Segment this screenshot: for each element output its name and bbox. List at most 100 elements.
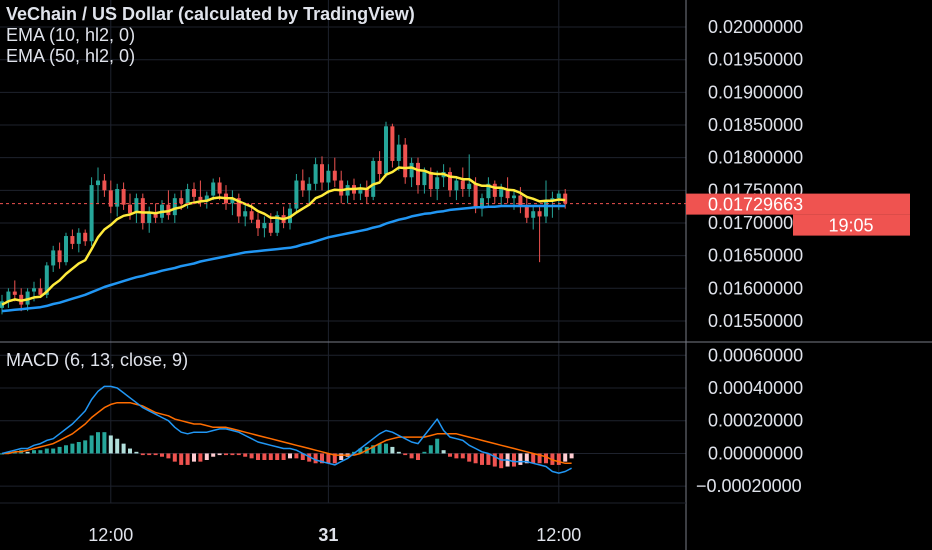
candle-body bbox=[358, 189, 363, 194]
macd-histogram-bar bbox=[185, 453, 190, 465]
macd-histogram-bar bbox=[83, 440, 88, 454]
candle-body bbox=[268, 222, 273, 233]
macd-histogram-bar bbox=[140, 453, 145, 456]
candle-body bbox=[262, 222, 267, 229]
time-tick-label: 12:00 bbox=[536, 525, 581, 545]
macd-histogram-bar bbox=[211, 453, 216, 457]
macd-histogram-bar bbox=[204, 453, 209, 460]
candle-body bbox=[192, 189, 196, 197]
macd-histogram-bar bbox=[38, 450, 43, 454]
candle-body bbox=[409, 162, 414, 178]
macd-tick-label: 0.00020000 bbox=[708, 411, 803, 431]
candle-body bbox=[96, 180, 100, 186]
macd-histogram-bar bbox=[396, 451, 401, 454]
macd-histogram-bar bbox=[121, 443, 126, 454]
chart-title: VeChain / US Dollar (calculated by Tradi… bbox=[6, 4, 415, 24]
macd-histogram-bar bbox=[326, 453, 331, 464]
candle-body bbox=[403, 144, 408, 178]
macd-histogram-bar bbox=[249, 453, 254, 459]
candle-body bbox=[428, 172, 433, 190]
macd-histogram-bar bbox=[288, 453, 292, 459]
candle-body bbox=[25, 291, 30, 305]
macd-histogram-bar bbox=[128, 448, 132, 454]
candle-body bbox=[467, 183, 472, 190]
candle-body bbox=[550, 198, 555, 201]
macd-histogram-bar bbox=[262, 453, 267, 460]
macd-histogram-bar bbox=[102, 432, 107, 454]
candle-body bbox=[332, 170, 337, 181]
macd-tick-label: 0.00060000 bbox=[708, 345, 803, 365]
candle-body bbox=[345, 185, 350, 196]
macd-histogram-bar bbox=[569, 453, 574, 459]
macd-histogram-bar bbox=[467, 453, 472, 462]
macd-histogram-bar bbox=[358, 448, 363, 454]
candle-body bbox=[390, 126, 395, 161]
candle-body bbox=[243, 211, 248, 217]
macd-tick-label: −0.00020000 bbox=[696, 476, 802, 496]
macd-histogram-bar bbox=[134, 451, 139, 454]
macd-histogram-bar bbox=[339, 453, 344, 460]
macd-histogram-bar bbox=[51, 448, 56, 454]
candle-body bbox=[230, 198, 235, 204]
candle-body bbox=[364, 189, 369, 197]
macd-histogram-bar bbox=[332, 453, 337, 464]
macd-histogram-bar bbox=[416, 453, 420, 460]
candle-body bbox=[396, 144, 401, 161]
current-price-badge bbox=[686, 193, 910, 215]
candle-body bbox=[121, 189, 126, 205]
macd-histogram-bar bbox=[224, 453, 228, 456]
candle-body bbox=[57, 250, 62, 263]
price-tick-label: 0.01600000 bbox=[708, 278, 803, 298]
macd-histogram-bar bbox=[544, 453, 548, 464]
candle-body bbox=[524, 206, 529, 218]
macd-histogram-bar bbox=[147, 453, 152, 456]
macd-histogram-bar bbox=[518, 453, 523, 465]
candle-body bbox=[339, 180, 344, 196]
candle-body bbox=[300, 180, 305, 191]
macd-histogram-bar bbox=[435, 438, 440, 454]
macd-histogram-bar bbox=[230, 453, 235, 456]
macd-tick-label: 0.00040000 bbox=[708, 378, 803, 398]
time-tick-label: 31 bbox=[318, 525, 338, 545]
candle-body bbox=[371, 160, 376, 197]
macd-signal-line bbox=[2, 401, 572, 465]
candle-body bbox=[198, 196, 203, 201]
macd-histogram-bar bbox=[486, 453, 491, 465]
macd-histogram-bar bbox=[115, 438, 120, 454]
candle-body bbox=[512, 195, 516, 199]
candle-body bbox=[518, 195, 523, 207]
macd-histogram-bar bbox=[6, 451, 11, 454]
candle-body bbox=[236, 198, 241, 217]
candle-body bbox=[544, 200, 548, 217]
macd-legend: MACD (6, 13, close, 9) bbox=[6, 350, 189, 370]
macd-histogram-bar bbox=[512, 453, 516, 467]
candle-body bbox=[275, 215, 280, 233]
macd-histogram-bar bbox=[454, 453, 459, 459]
ema-slow-legend: EMA (50, hl2, 0) bbox=[6, 46, 136, 66]
candle-body bbox=[307, 183, 312, 191]
macd-histogram-bar bbox=[563, 453, 568, 462]
candle-body bbox=[294, 180, 299, 209]
macd-histogram-bar bbox=[96, 432, 100, 454]
candle-body bbox=[563, 193, 568, 204]
price-tick-label: 0.01550000 bbox=[708, 311, 803, 331]
macd-histogram-bar bbox=[281, 453, 286, 460]
price-tick-label: 0.01700000 bbox=[708, 213, 803, 233]
candle-body bbox=[454, 180, 459, 191]
macd-histogram-bar bbox=[32, 450, 36, 454]
candle-body bbox=[217, 182, 222, 194]
ema-fast-line bbox=[1, 166, 566, 306]
candle-body bbox=[51, 250, 56, 266]
macd-histogram-bar bbox=[179, 453, 184, 465]
macd-histogram-bar bbox=[76, 442, 81, 454]
ema-fast-legend: EMA (10, hl2, 0) bbox=[6, 25, 136, 45]
candle-body bbox=[384, 126, 388, 174]
candle-body bbox=[473, 183, 478, 209]
candle-body bbox=[140, 198, 145, 223]
candle-body bbox=[320, 164, 324, 183]
countdown-label: 19:05 bbox=[828, 216, 873, 236]
macd-histogram-bar bbox=[160, 453, 164, 457]
macd-histogram-bar bbox=[441, 450, 446, 454]
macd-histogram-bar bbox=[371, 445, 376, 454]
